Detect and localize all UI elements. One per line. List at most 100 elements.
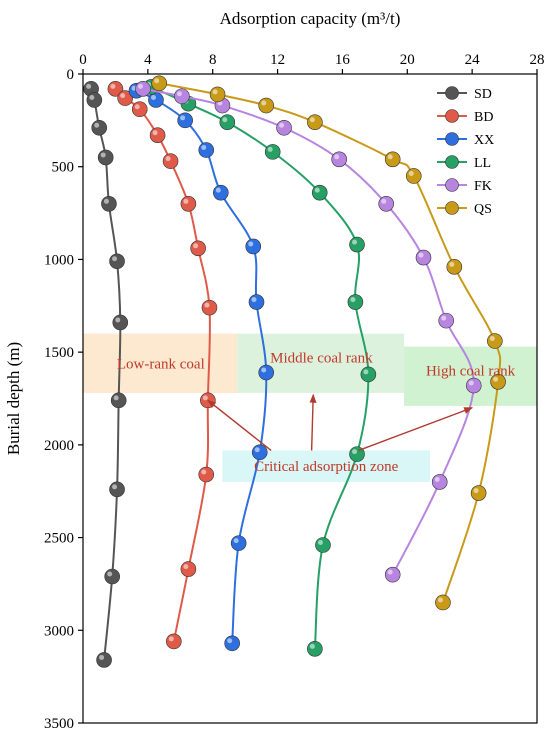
y-tick-label-2500: 2500 <box>44 531 74 547</box>
point-highlight-qs-2 <box>261 100 267 106</box>
y-tick-label-0: 0 <box>67 67 75 83</box>
point-highlight-xx-5 <box>248 241 254 247</box>
point-sd-1 <box>86 92 103 108</box>
y-tick-label-3000: 3000 <box>44 623 74 639</box>
x-tick-label-12: 12 <box>270 52 285 68</box>
point-highlight-qs-8 <box>493 376 499 382</box>
point-sd-5 <box>109 253 125 270</box>
point-highlight-bd-11 <box>168 636 174 642</box>
point-fk-10 <box>384 566 401 583</box>
point-highlight-bd-2 <box>134 104 140 110</box>
legend-marker-ll <box>445 155 459 169</box>
point-highlight-xx-9 <box>233 538 239 544</box>
point-highlight-bd-4 <box>165 156 171 162</box>
point-highlight-ll-9 <box>317 539 323 545</box>
point-ll-3 <box>264 144 281 160</box>
y-tick-label-2000: 2000 <box>44 438 74 454</box>
point-ll-5 <box>349 236 365 253</box>
point-ll-10 <box>307 641 323 657</box>
series-qs <box>151 75 506 611</box>
point-highlight-bd-0 <box>110 83 116 89</box>
point-bd-6 <box>190 240 206 257</box>
arrow-0 <box>207 399 272 451</box>
point-xx-10 <box>224 635 240 652</box>
point-highlight-fk-9 <box>434 476 440 482</box>
point-xx-3 <box>198 142 215 158</box>
point-highlight-xx-3 <box>201 145 207 151</box>
point-highlight-qs-9 <box>473 488 479 494</box>
y-axis-title: Burial depth (m) <box>4 342 23 455</box>
point-highlight-fk-7 <box>441 315 447 321</box>
arrow-1 <box>309 393 317 451</box>
legend-label-bd: BD <box>474 110 493 125</box>
point-fk-3 <box>276 119 292 136</box>
point-highlight-bd-10 <box>183 564 189 570</box>
point-highlight-qs-6 <box>449 261 455 267</box>
point-highlight-bd-7 <box>204 302 210 308</box>
point-qs-7 <box>487 333 503 349</box>
legend: SD BD XX LL FK QS <box>437 86 494 217</box>
point-qs-2 <box>258 97 275 114</box>
point-highlight-fk-6 <box>418 252 424 258</box>
x-tick-label-20: 20 <box>400 52 415 68</box>
point-highlight-qs-0 <box>154 78 160 84</box>
series-group <box>83 75 506 668</box>
x-tick-label-28: 28 <box>530 52 545 68</box>
point-bd-5 <box>180 196 197 212</box>
point-highlight-xx-2 <box>180 115 186 121</box>
point-sd-3 <box>97 149 114 166</box>
point-highlight-bd-1 <box>120 93 126 99</box>
legend-item-bd: BD <box>437 109 493 125</box>
legend-label-qs: QS <box>474 202 492 217</box>
point-highlight-bd-8 <box>202 395 208 401</box>
point-highlight-fk-3 <box>279 122 285 128</box>
legend-item-fk: FK <box>437 178 492 194</box>
y-tick-label-3500: 3500 <box>44 716 74 732</box>
legend-item-qs: QS <box>437 201 492 217</box>
zone-label-middle-coal-rank: Middle coal rank <box>270 351 373 367</box>
point-highlight-xx-10 <box>227 638 233 644</box>
point-ll-4 <box>311 184 328 201</box>
point-highlight-ll-7 <box>363 369 369 375</box>
series-line-fk <box>142 87 475 576</box>
point-qs-9 <box>470 485 487 501</box>
series-sd <box>83 81 129 668</box>
legend-marker-sd <box>445 86 459 100</box>
point-highlight-qs-1 <box>212 89 218 95</box>
point-xx-9 <box>230 535 247 551</box>
point-sd-2 <box>91 119 108 136</box>
series-fk <box>135 81 482 583</box>
point-highlight-bd-9 <box>201 469 207 475</box>
point-highlight-fk-8 <box>468 380 474 386</box>
point-highlight-sd-1 <box>89 94 95 100</box>
point-bd-10 <box>180 561 197 577</box>
point-highlight-sd-6 <box>115 317 121 323</box>
point-highlight-xx-1 <box>150 94 156 100</box>
point-ll-2 <box>219 114 236 131</box>
point-highlight-ll-10 <box>309 643 315 649</box>
zone-high-coal-rank <box>404 346 537 406</box>
point-highlight-ll-5 <box>352 239 358 245</box>
y-tick-label-1500: 1500 <box>44 345 74 361</box>
point-highlight-fk-1 <box>176 91 182 97</box>
point-highlight-fk-0 <box>137 83 143 89</box>
point-highlight-sd-4 <box>103 198 109 204</box>
point-xx-6 <box>248 294 265 310</box>
point-highlight-xx-7 <box>261 367 267 373</box>
point-bd-2 <box>131 101 148 118</box>
point-qs-6 <box>446 259 463 275</box>
point-fk-9 <box>431 474 448 490</box>
series-bd <box>107 81 218 650</box>
point-sd-8 <box>109 481 125 498</box>
point-qs-5 <box>405 168 422 184</box>
point-highlight-qs-4 <box>387 154 393 160</box>
point-highlight-qs-5 <box>408 170 414 176</box>
arrow-2 <box>358 407 474 452</box>
point-qs-0 <box>151 75 168 92</box>
point-highlight-xx-8 <box>254 447 260 453</box>
legend-item-ll: LL <box>437 155 491 171</box>
point-ll-7 <box>360 366 377 383</box>
point-highlight-ll-6 <box>350 297 356 303</box>
point-highlight-xx-4 <box>215 187 221 193</box>
x-axis-title: Adsorption capacity (m³/t) <box>220 9 401 28</box>
